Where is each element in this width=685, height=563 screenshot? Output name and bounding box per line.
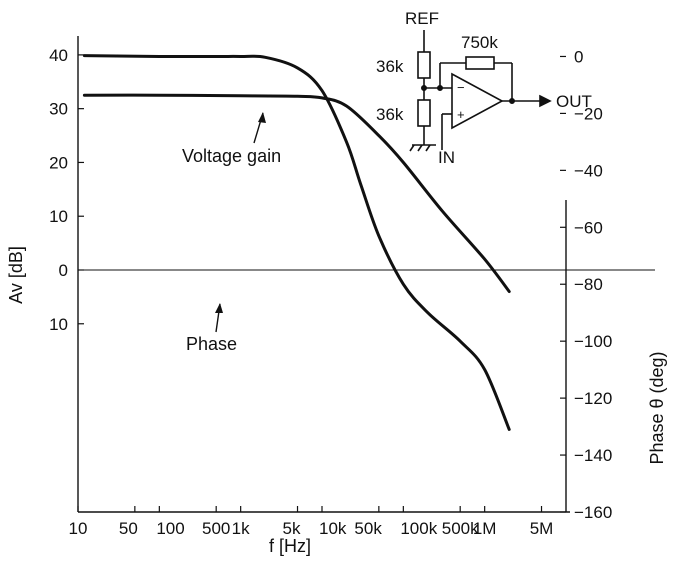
y-left-tick-label-5: 10 [49, 315, 68, 334]
x-tick-label-4: 1k [232, 519, 250, 538]
y-right-tick-label-1: −20 [574, 104, 603, 123]
series-group [82, 54, 511, 431]
y-right-tick-label-7: −140 [574, 446, 612, 465]
x-tick-label-7: 50k [354, 519, 382, 538]
circuit-opamp-minus: − [457, 80, 465, 95]
x-tick-label-0: 10 [69, 519, 88, 538]
x-tick-label-5: 5k [283, 519, 301, 538]
annotation-voltage-gain-arrowhead [258, 112, 266, 123]
x-tick-label-1: 50 [119, 519, 138, 538]
x-tick-label-3: 500 [202, 519, 230, 538]
circuit-rf-label: 750k [461, 33, 498, 52]
circuit-out-label: OUT [556, 92, 592, 111]
circuit-ground-hatch-3 [425, 144, 431, 152]
annotation-phase-text: Phase [186, 334, 237, 354]
y-axis-left-ticks: 40 30 20 10 0 10 [49, 46, 84, 334]
circuit-schematic: REF 36k 36k 750k − + OUT IN [376, 9, 592, 167]
circuit-junction-out [508, 98, 515, 105]
plot-frame [77, 36, 655, 513]
circuit-output-arrowhead [539, 94, 552, 108]
series-phase-line [82, 54, 511, 431]
circuit-ref-label: REF [405, 9, 439, 28]
y-left-tick-label-1: 30 [49, 100, 68, 119]
y-axis-right-ticks: 0 −20 −40 −60 −80 −100 −120 −140 −160 [560, 47, 612, 522]
circuit-resistor-rf [465, 56, 495, 70]
y-left-tick-label-4: 0 [59, 261, 68, 280]
y-right-tick-label-3: −60 [574, 218, 603, 237]
y-right-tick-label-2: −40 [574, 161, 603, 180]
annotation-voltage-gain-text: Voltage gain [182, 146, 281, 166]
circuit-resistor-r1 [417, 51, 431, 79]
annotation-phase-arrowhead [215, 303, 223, 313]
x-tick-label-8: 100k [400, 519, 437, 538]
annotation-voltage-gain: Voltage gain [182, 112, 281, 166]
y-right-tick-label-4: −80 [574, 275, 603, 294]
x-axis-label: f [Hz] [269, 536, 311, 556]
circuit-opamp-plus: + [457, 107, 465, 122]
circuit-opamp [451, 72, 504, 130]
y-left-tick-label-2: 20 [49, 153, 68, 172]
x-tick-label-11: 5M [530, 519, 554, 538]
x-tick-label-10: 1M [473, 519, 497, 538]
circuit-r1-label: 36k [376, 57, 404, 76]
circuit-r2-label: 36k [376, 105, 404, 124]
y-right-tick-label-6: −120 [574, 389, 612, 408]
series-voltage-gain-line [82, 93, 511, 293]
circuit-resistor-r2 [417, 99, 431, 127]
circuit-in-label: IN [438, 148, 455, 167]
y-axis-right-label: Phase θ (deg) [647, 351, 667, 464]
y-right-tick-label-8: −160 [574, 503, 612, 522]
y-axis-left-label: Av [dB] [6, 246, 26, 304]
x-tick-label-6: 10k [319, 519, 347, 538]
annotation-phase: Phase [186, 303, 237, 354]
y-left-tick-label-0: 40 [49, 46, 68, 65]
y-right-tick-label-0: 0 [574, 47, 583, 66]
circuit-ground-hatch-1 [409, 144, 415, 152]
circuit-ground-hatch-2 [417, 144, 423, 152]
y-left-tick-label-3: 10 [49, 207, 68, 226]
x-tick-label-9: 500k [442, 519, 479, 538]
y-right-tick-label-5: −100 [574, 332, 612, 351]
x-tick-label-2: 100 [156, 519, 184, 538]
